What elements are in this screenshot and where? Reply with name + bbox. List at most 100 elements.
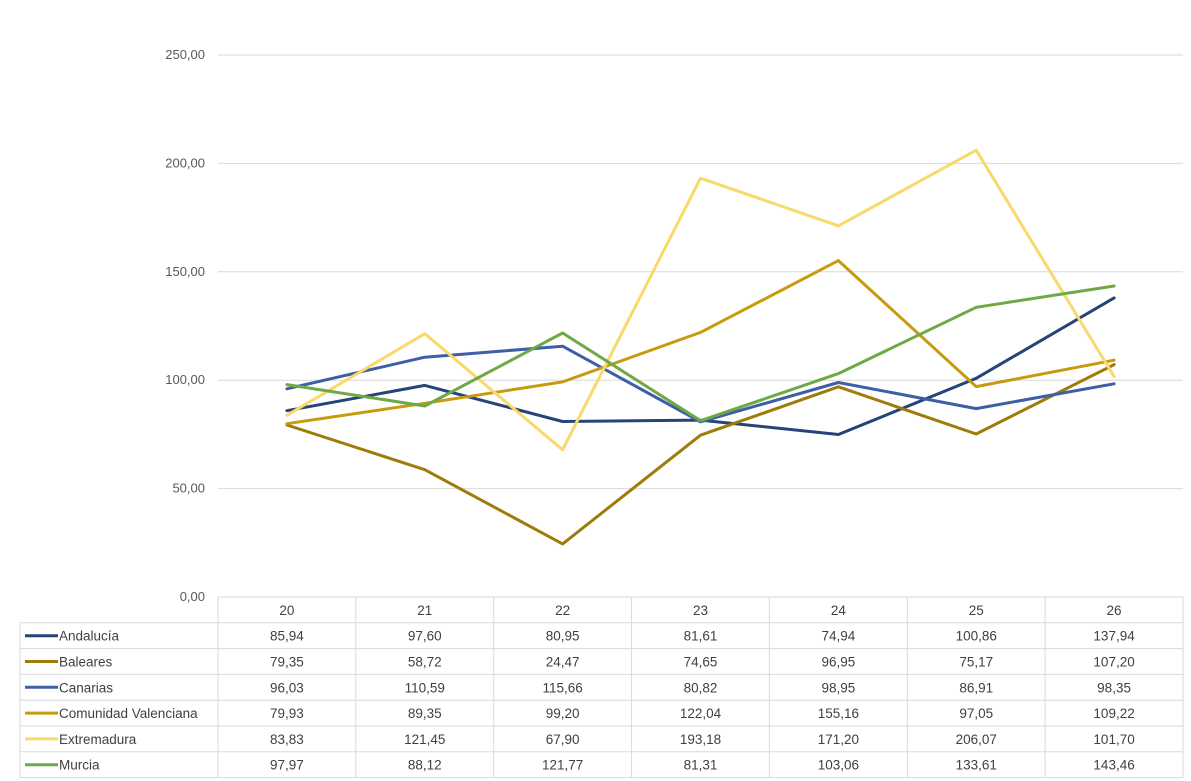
data-label: 115,66: [542, 680, 582, 695]
data-point: [423, 332, 426, 335]
legend-entry: Extremadura: [59, 732, 137, 747]
data-label: 89,35: [408, 706, 442, 721]
legend-entry: Murcia: [59, 758, 100, 773]
plot-area: [285, 148, 1116, 546]
x-tick-label: 26: [1107, 603, 1122, 618]
data-label: 97,97: [270, 758, 304, 773]
data-label: 86,91: [959, 680, 993, 695]
data-point: [561, 345, 564, 348]
data-point: [1112, 359, 1116, 362]
data-point: [975, 306, 978, 309]
data-label: 58,72: [408, 655, 442, 670]
y-tick-label: 0,00: [180, 589, 205, 604]
data-label: 109,22: [1093, 706, 1134, 721]
data-label: 99,20: [546, 706, 580, 721]
data-point: [1112, 363, 1116, 366]
data-point: [837, 381, 840, 384]
data-point: [285, 383, 289, 386]
data-point: [699, 419, 702, 422]
data-point: [561, 448, 564, 451]
data-label: 171,20: [818, 732, 859, 747]
data-label: 24,47: [546, 655, 580, 670]
data-label: 101,70: [1093, 732, 1134, 747]
series-line: [285, 296, 1116, 436]
data-point: [423, 402, 426, 405]
data-point: [699, 176, 702, 180]
data-label: 96,03: [270, 680, 304, 695]
data-label: 98,95: [821, 680, 855, 695]
data-point: [561, 420, 564, 423]
data-label: 80,82: [684, 680, 718, 695]
x-tick-label: 22: [555, 603, 570, 618]
data-label: 88,12: [408, 758, 442, 773]
data-point: [975, 407, 978, 410]
data-label: 122,04: [680, 706, 722, 721]
x-tick-label: 24: [831, 603, 847, 618]
data-point: [975, 432, 978, 436]
data-point: [285, 414, 289, 417]
x-tick-label: 25: [969, 603, 984, 618]
data-label: 107,20: [1093, 655, 1134, 670]
data-table: 20 21 22 23 24 25 26 Andalucía 85,94 97,60 80,95 81…: [19, 596, 1184, 779]
data-label: 100,86: [956, 629, 997, 644]
data-point: [975, 377, 978, 380]
data-point: [423, 404, 426, 408]
data-label: 96,95: [821, 655, 855, 670]
gridlines: [218, 54, 1183, 490]
y-tick-label: 200,00: [165, 155, 205, 170]
data-label: 83,83: [270, 732, 304, 747]
data-label: 137,94: [1093, 629, 1135, 644]
series-line: [285, 363, 1116, 546]
y-tick-label: 250,00: [165, 47, 205, 62]
data-label: 80,95: [546, 629, 580, 644]
series-line: [285, 284, 1116, 423]
legend-entry: Comunidad Valenciana: [59, 706, 198, 721]
data-point: [1112, 284, 1116, 288]
data-point: [423, 468, 426, 471]
data-label: 79,93: [270, 706, 304, 721]
data-point: [561, 380, 564, 384]
y-tick-label: 150,00: [165, 264, 205, 279]
data-label: 97,05: [959, 706, 993, 721]
data-point: [423, 356, 426, 359]
data-point: [561, 542, 564, 546]
data-label: 193,18: [680, 732, 721, 747]
data-point: [837, 385, 840, 389]
data-label: 97,60: [408, 629, 442, 644]
data-point: [837, 259, 840, 262]
data-point: [837, 224, 840, 228]
legend-entry: Baleares: [59, 655, 113, 670]
data-label: 155,16: [818, 706, 859, 721]
data-label: 67,90: [546, 732, 580, 747]
data-point: [561, 331, 564, 335]
data-point: [285, 387, 289, 391]
data-label: 79,35: [270, 655, 304, 670]
data-label: 81,31: [684, 758, 718, 773]
data-label: 121,45: [404, 732, 445, 747]
x-tick-label: 20: [279, 603, 294, 618]
data-label: 85,94: [270, 629, 304, 644]
data-label: 206,07: [956, 732, 997, 747]
legend-entry: Andalucía: [59, 629, 120, 644]
data-label: 74,65: [684, 655, 718, 670]
data-label: 133,61: [956, 758, 997, 773]
y-tick-label: 100,00: [165, 372, 205, 387]
data-label: 81,61: [684, 629, 718, 644]
data-label: 98,35: [1097, 680, 1131, 695]
data-label: 75,17: [959, 655, 993, 670]
legend-entry: Canarias: [59, 680, 113, 695]
y-axis: 0,00 50,00 100,00 150,00 200,00 250,00: [165, 47, 205, 604]
data-label: 121,77: [542, 758, 583, 773]
data-point: [1112, 375, 1116, 378]
data-point: [837, 433, 840, 436]
y-tick-label: 50,00: [172, 481, 205, 496]
data-label: 143,46: [1093, 758, 1134, 773]
data-point: [1112, 296, 1116, 300]
x-tick-label: 21: [417, 603, 432, 618]
data-point: [837, 372, 840, 375]
data-point: [285, 409, 289, 412]
data-label: 110,59: [405, 680, 445, 695]
data-label: 103,06: [818, 758, 859, 773]
data-point: [975, 149, 978, 152]
